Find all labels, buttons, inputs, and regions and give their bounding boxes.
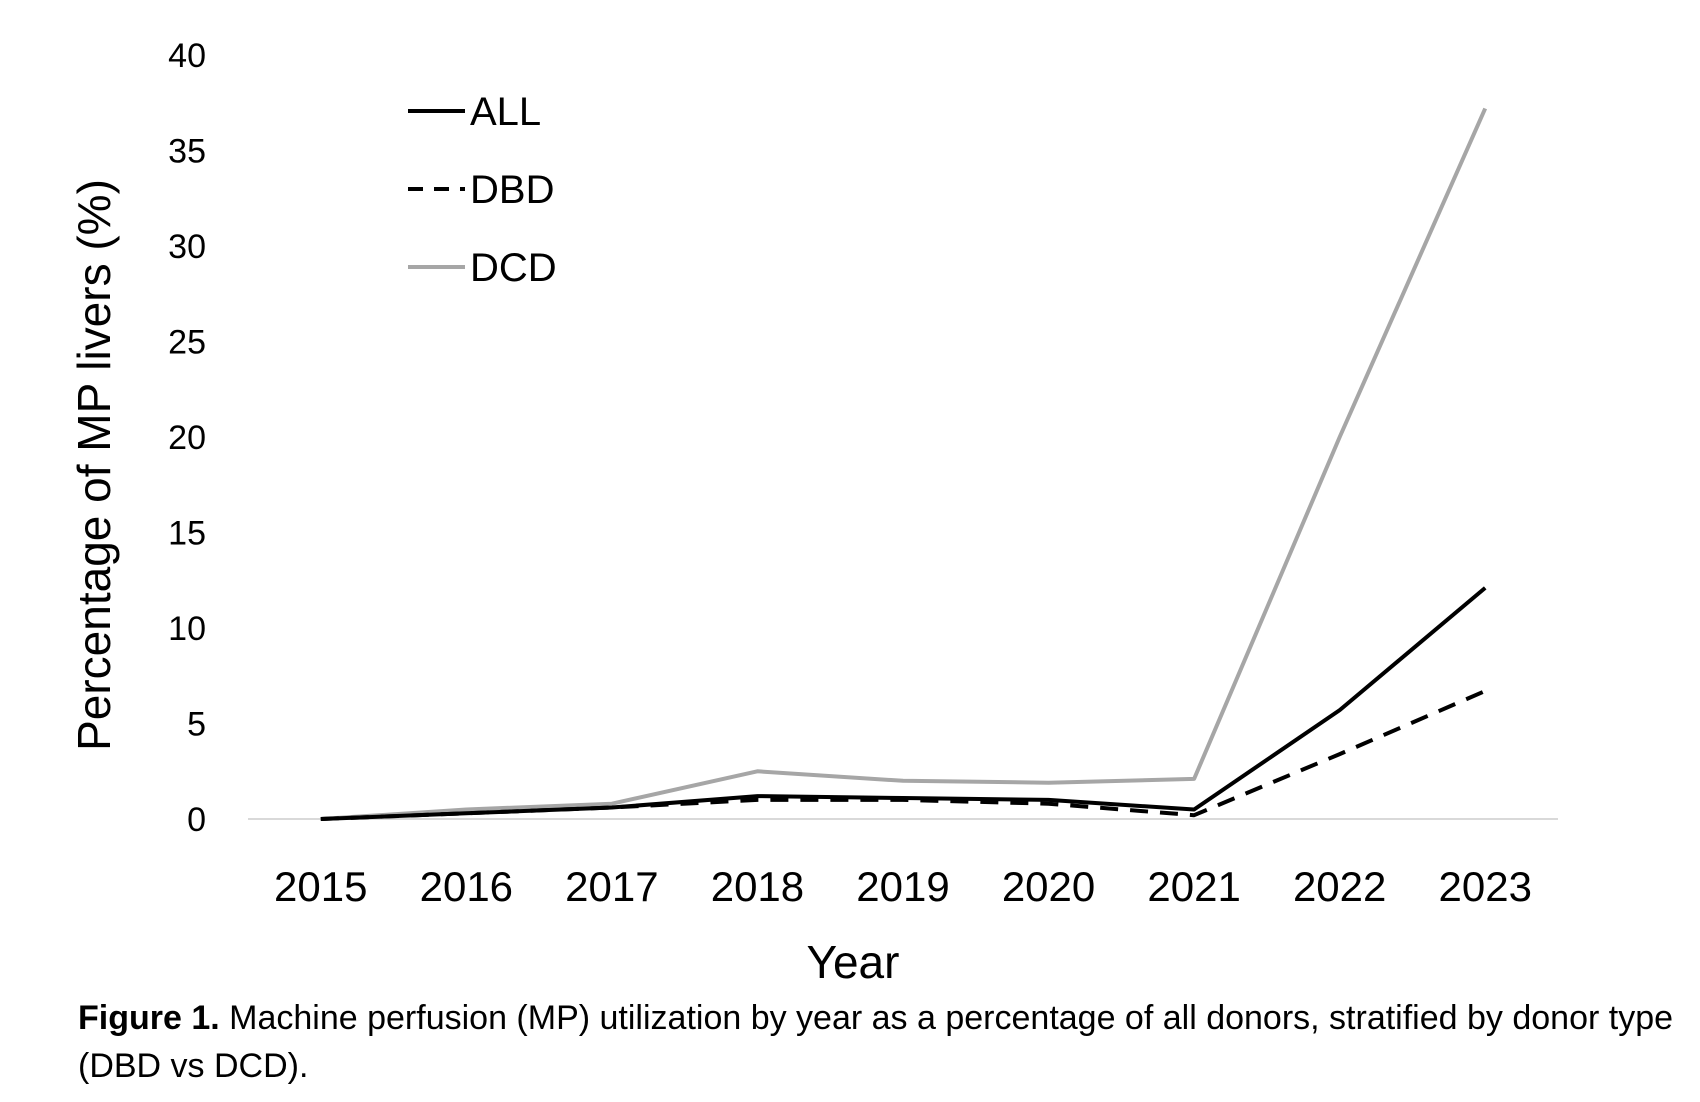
x-tick-label: 2016 (420, 863, 513, 910)
x-axis-title: Year (807, 936, 900, 988)
y-tick-label: 25 (168, 324, 206, 362)
series-line-dcd (320, 107, 1488, 821)
legend-label-dcd: DCD (470, 246, 557, 290)
x-tick-label: 2022 (1293, 863, 1386, 910)
x-tick-label: 2017 (565, 863, 658, 910)
y-tick-label: 40 (168, 37, 206, 75)
x-axis-ticks: 2015 2016 2017 2018 2019 2020 2021 2022 2023 (274, 863, 1532, 910)
series-line-all (320, 586, 1487, 821)
y-axis-title: Percentage of MP livers (%) (68, 179, 120, 751)
y-tick-label: 30 (168, 228, 206, 266)
caption-lead: Figure 1. (78, 999, 220, 1037)
y-tick-label: 15 (168, 515, 206, 553)
y-tick-label: 0 (187, 801, 206, 839)
x-tick-label: 2023 (1439, 863, 1532, 910)
series-lines (320, 107, 1488, 821)
chart-legend: ALL DBD DCD (408, 90, 557, 290)
x-tick-label: 2018 (711, 863, 804, 910)
legend-label-all: ALL (470, 90, 541, 134)
x-tick-label: 2021 (1147, 863, 1240, 910)
y-tick-label: 5 (187, 706, 206, 744)
x-tick-label: 2015 (274, 863, 367, 910)
y-tick-label: 35 (168, 133, 206, 171)
y-axis-ticks: 0 5 10 15 20 25 30 35 40 (168, 37, 206, 839)
figure-caption: Figure 1. Machine perfusion (MP) utiliza… (78, 994, 1688, 1090)
x-tick-label: 2019 (856, 863, 949, 910)
caption-text: Machine perfusion (MP) utilization by ye… (78, 999, 1674, 1085)
x-tick-label: 2020 (1002, 863, 1095, 910)
series-line-dbd (320, 689, 1486, 821)
legend-label-dbd: DBD (470, 168, 554, 212)
y-tick-label: 20 (168, 419, 206, 457)
y-tick-label: 10 (168, 610, 206, 648)
